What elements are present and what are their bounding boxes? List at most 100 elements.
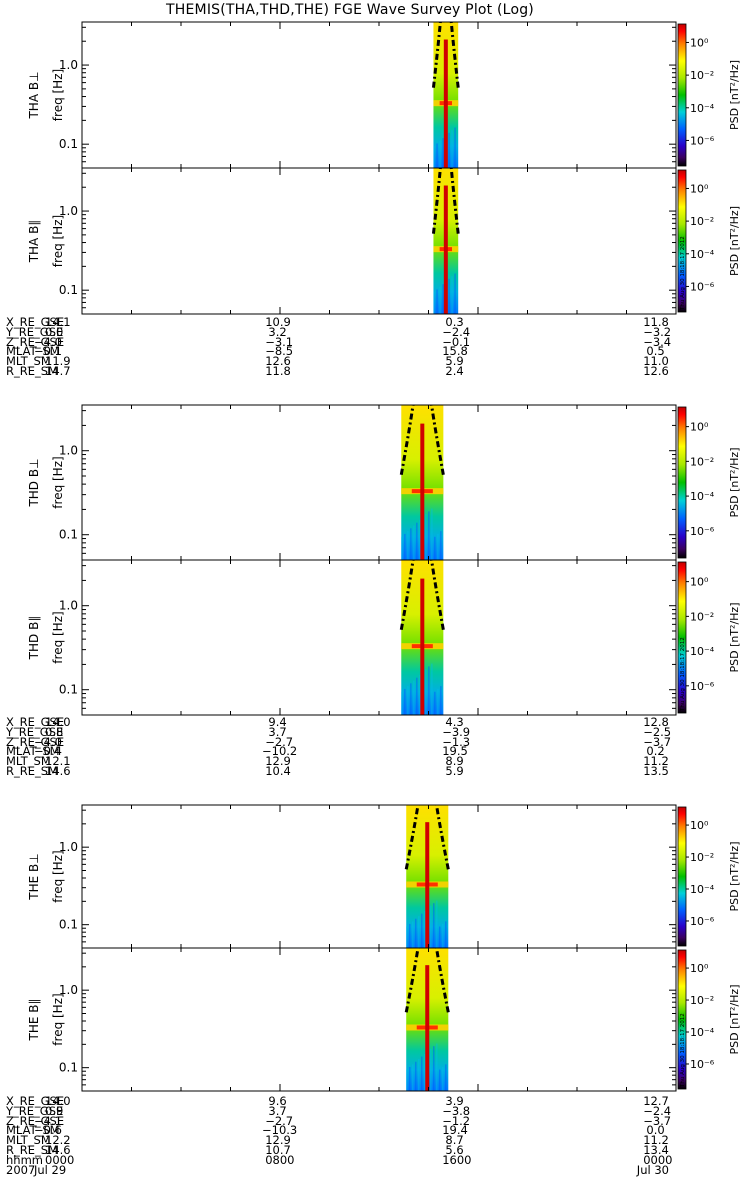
colorbar: 10⁰ 10⁻² 10⁻⁴ 10⁻⁶ PSD [nT²/Hz] Thu Aug 30 18…: [677, 169, 741, 313]
colorbar-gradient: [677, 169, 687, 313]
spectrogram-panel-2: 1.0 0.1 THA B∥ freq [Hz] 10⁰ 10⁻² 10⁻⁴ 10⁻⁶ PSD …: [27, 167, 741, 315]
ephemeris-value: 13.4: [643, 1142, 669, 1157]
gyrofrequency-curve-right: [435, 947, 450, 1013]
ephemeris-label: R_RE_SM: [6, 363, 58, 378]
colorbar-label: PSD [nT²/Hz]: [728, 602, 741, 672]
panel-title: THD B∥: [27, 616, 41, 661]
ephemeris-value: −3.1: [265, 334, 294, 349]
gyrofrequency-curve-left: [431, 167, 442, 234]
ephemeris-value: 11.2: [643, 1133, 669, 1148]
colorbar-tick-label: 10⁻²: [690, 69, 714, 82]
ephemeris-row: 2007 Jul 29 Jul 30: [6, 1164, 746, 1176]
panel-background: [82, 22, 676, 168]
ephemeris-table-2: X_RE_GSE 14.0 9.4 4.3 12.8 Y_RE_GSE 0.8 3.7 −3.9…: [6, 715, 746, 778]
spectrogram-stripe: [442, 923, 444, 948]
spectrogram-stripe: [404, 688, 406, 715]
panel-background: [82, 948, 676, 1091]
ephemeris-value: −2.5: [643, 724, 672, 739]
colorbar-tick-label: 10⁻⁶: [690, 915, 715, 928]
colorbar-tick-label: 10⁻⁶: [690, 1058, 715, 1071]
y-tick-label: 1.0: [59, 58, 78, 72]
ephemeris-value: −2.7: [265, 1113, 294, 1128]
vertical-peak-line: [443, 39, 448, 168]
ephemeris-value: −4.0: [34, 734, 62, 749]
spectrogram-stripe: [413, 680, 415, 715]
spectrogram-stripe: [421, 913, 423, 948]
panel-background: [82, 560, 676, 715]
spectrogram-stripe: [410, 528, 412, 560]
spectrogram-stripe: [442, 138, 444, 168]
y-tick-label: 0.1: [59, 683, 78, 697]
ephemeris-label: X_RE_GSE: [6, 315, 65, 329]
vertical-peak-line: [420, 578, 425, 715]
colorbar-gradient: [677, 806, 687, 947]
spectrogram-stripe: [407, 686, 409, 715]
ephemeris-label: hhmm: [6, 1152, 43, 1167]
ephemeris-value: 0.0: [45, 324, 64, 339]
spectrogram-stripe: [424, 910, 426, 948]
spectrogram-stripe: [445, 1064, 447, 1091]
y-tick-label: 0.1: [59, 283, 78, 297]
ephemeris-value: 11.2: [643, 754, 669, 769]
ephemeris-value: 13.5: [643, 763, 669, 778]
spectrogram-stripe: [419, 674, 421, 715]
spectrogram-stripe: [406, 926, 408, 948]
spectrogram-stripe: [418, 1059, 420, 1091]
ephemeris-value: −3.4: [643, 334, 672, 349]
spectrogram-stripe: [428, 511, 430, 560]
ephemeris-row: MLAT_SM −0.4 −10.2 19.5 0.2: [6, 746, 746, 757]
ephemeris-value: 2.4: [445, 363, 464, 378]
ephemeris-value: 3.7: [268, 724, 287, 739]
colorbar-tick-label: 10⁻²: [690, 215, 714, 228]
gyrofrequency-curve-right: [430, 559, 445, 631]
ephemeris-value: 5.6: [445, 1142, 464, 1157]
ephemeris-row: MLAT_SM −0.1 −8.5 15.8 0.5: [6, 344, 746, 359]
ephemeris-row: MLAT_SM −0.6 −10.3 19.4 0.0: [6, 1123, 746, 1138]
ephemeris-value: 12.9: [265, 1133, 291, 1148]
ephemeris-label: MLT_SM: [6, 354, 51, 369]
ephemeris-label: Y_RE_GSE: [6, 1103, 64, 1118]
y-axis-label: freq [Hz]: [51, 611, 65, 663]
ephemeris-value: 15.8: [442, 344, 468, 359]
ephemeris-value: 9.4: [268, 715, 287, 729]
spectrogram-stripe: [440, 531, 442, 560]
panel-title: THA B∥: [27, 220, 41, 264]
spectrogram-stripe: [425, 669, 427, 715]
ephemeris-label: Y_RE_GSE: [6, 724, 64, 739]
y-tick-label: 1.0: [59, 983, 78, 997]
ephemeris-value: 8.7: [445, 1133, 464, 1148]
ephemeris-value: 12.9: [265, 754, 291, 769]
ephemeris-value: 12.7: [643, 1094, 669, 1108]
spectrogram-stripe: [415, 918, 417, 948]
spectrogram-stripe: [451, 130, 453, 168]
ephemeris-value: 11.8: [643, 315, 669, 329]
ephemeris-value: 14.1: [45, 315, 71, 329]
ephemeris-value: −4.0: [34, 334, 62, 349]
ephemeris-value: −3.7: [643, 1113, 672, 1128]
ephemeris-label: MLAT_SM: [6, 1123, 60, 1138]
colorbar-tick-label: 10⁰: [690, 962, 709, 975]
spectrogram-panel-6: 1.0 0.1 THE B∥ freq [Hz] 10⁰ 10⁻² 10⁻⁴ 10⁻⁶ PSD …: [27, 947, 741, 1092]
y-axis-label: freq [Hz]: [51, 993, 65, 1045]
ephemeris-value: 3.7: [268, 1103, 287, 1118]
spectrogram-stripe: [409, 1066, 411, 1091]
ephemeris-value: −2.7: [265, 734, 294, 749]
spectrogram-panel-3: 1.0 0.1 THD B⊥ freq [Hz] 10⁰ 10⁻² 10⁻⁴ 10⁻⁶ PSD …: [27, 404, 741, 561]
ephemeris-label: MLT_SM: [6, 1133, 51, 1148]
spectrogram-stripe: [433, 292, 435, 314]
y-tick-label: 1.0: [59, 444, 78, 458]
panel-background: [82, 168, 676, 314]
spectrogram-stripe: [401, 691, 403, 715]
colorbar: 10⁰ 10⁻² 10⁻⁴ 10⁻⁶ PSD [nT²/Hz] Thu Aug 30 18…: [677, 561, 741, 714]
ephemeris-row: Z_RE_GSE −4.0 −2.7 −1.3 −3.7: [6, 734, 746, 749]
spectrogram-stripe: [401, 536, 403, 560]
spectrogram-stripe: [437, 533, 439, 560]
ephemeris-value: 0.5: [646, 344, 665, 359]
ephemeris-value: −2.4: [442, 324, 471, 339]
colorbar-tick-label: 10⁻⁶: [690, 680, 715, 693]
spectrogram-stripe: [433, 903, 435, 948]
ephemeris-row: Y_RE_GSE 0.8 3.7 −3.9 −2.5: [6, 724, 746, 739]
colorbar-gradient: [677, 23, 687, 167]
ephemeris-row: X_RE_GSE 14.0 9.4 4.3 12.8: [6, 715, 746, 729]
